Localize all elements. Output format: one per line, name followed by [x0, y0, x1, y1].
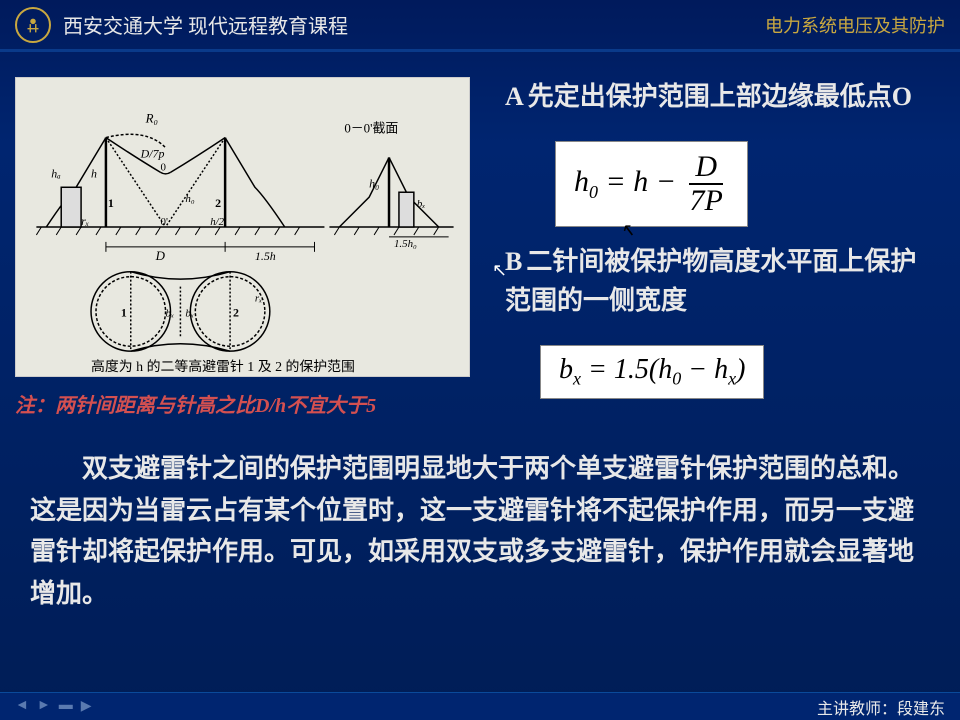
svg-text:h: h	[91, 166, 97, 180]
svg-text:1: 1	[121, 305, 127, 319]
header: 西安交通大学 现代远程教育课程 电力系统电压及其防护	[0, 0, 960, 50]
svg-text:R₀: R₀	[145, 111, 158, 126]
next-icon[interactable]: ►	[37, 698, 51, 715]
menu-icon[interactable]: ▬	[59, 698, 73, 715]
step-a-label: A	[505, 82, 524, 111]
explanation-paragraph: 双支避雷针之间的保护范围明显地大于两个单支避雷针保护范围的总和。这是因为当雷云占…	[0, 418, 960, 614]
formula-a: h0 = h − D7P ↖	[555, 141, 748, 227]
play-icon[interactable]: ▶	[81, 698, 92, 715]
footer: ◄ ► ▬ ▶ 主讲教师：段建东	[0, 692, 960, 720]
svg-text:D/7p: D/7p	[140, 146, 165, 160]
step-b-text: 二针间被保护物高度水平面上保护范围的一侧宽度	[505, 247, 916, 315]
svg-text:D: D	[155, 248, 166, 263]
svg-text:h₀: h₀	[185, 193, 194, 205]
content-area: R₀ D/7p 0 0' hₐ h rₓ 1 2 h₀ h/2 D	[0, 62, 960, 418]
header-title: 西安交通大学 现代远程教育课程	[63, 10, 765, 39]
diagram-caption: 高度为 h 的二等高避雷针 1 及 2 的保护范围	[91, 358, 355, 375]
left-column: R₀ D/7p 0 0' hₐ h rₓ 1 2 h₀ h/2 D	[15, 77, 475, 418]
right-column: A 先定出保护范围上部边缘最低点O h0 = h − D7P ↖ B 二针间被保…	[475, 77, 930, 418]
svg-text:2: 2	[215, 196, 221, 210]
svg-text:1.5h: 1.5h	[255, 249, 276, 263]
svg-text:0': 0'	[161, 216, 168, 228]
cursor-icon: ↖	[620, 220, 635, 241]
step-a-text: 先定出保护范围上部边缘最低点O	[528, 82, 912, 111]
nav-controls: ◄ ► ▬ ▶	[15, 698, 92, 715]
svg-text:h/2: h/2	[210, 216, 224, 228]
course-type: 现代远程教育课程	[188, 16, 348, 38]
svg-text:2: 2	[233, 305, 239, 319]
prev-icon[interactable]: ◄	[15, 698, 29, 715]
teacher-info: 主讲教师：段建东	[817, 695, 945, 719]
header-divider	[0, 50, 960, 52]
svg-text:0: 0	[161, 161, 167, 173]
svg-text:h₀: h₀	[369, 176, 379, 190]
protection-diagram: R₀ D/7p 0 0' hₐ h rₓ 1 2 h₀ h/2 D	[15, 77, 470, 377]
step-b: B 二针间被保护物高度水平面上保护范围的一侧宽度	[505, 242, 930, 320]
svg-text:0－0'截面: 0－0'截面	[344, 121, 398, 136]
mouse-cursor-icon: ↖	[492, 260, 507, 281]
university-logo	[15, 7, 51, 43]
svg-text:bₓ: bₓ	[417, 198, 426, 210]
svg-text:hₐ: hₐ	[51, 166, 61, 180]
svg-text:bₓ: bₓ	[166, 307, 175, 319]
step-a: A 先定出保护范围上部边缘最低点O	[505, 77, 930, 116]
university-name: 西安交通大学	[63, 16, 183, 38]
topic-title: 电力系统电压及其防护	[765, 12, 945, 38]
svg-text:bₓ: bₓ	[185, 307, 194, 319]
warning-note: 注：两针间距离与针高之比D/h不宜大于5	[15, 389, 475, 418]
step-b-label: B	[505, 247, 522, 276]
svg-text:1.5h₀: 1.5h₀	[394, 238, 417, 250]
svg-text:rₓ: rₓ	[255, 293, 262, 305]
formula-b: bx = 1.5(h0 − hx)	[540, 345, 764, 399]
svg-text:1: 1	[108, 196, 114, 210]
svg-text:rₓ: rₓ	[81, 214, 89, 228]
